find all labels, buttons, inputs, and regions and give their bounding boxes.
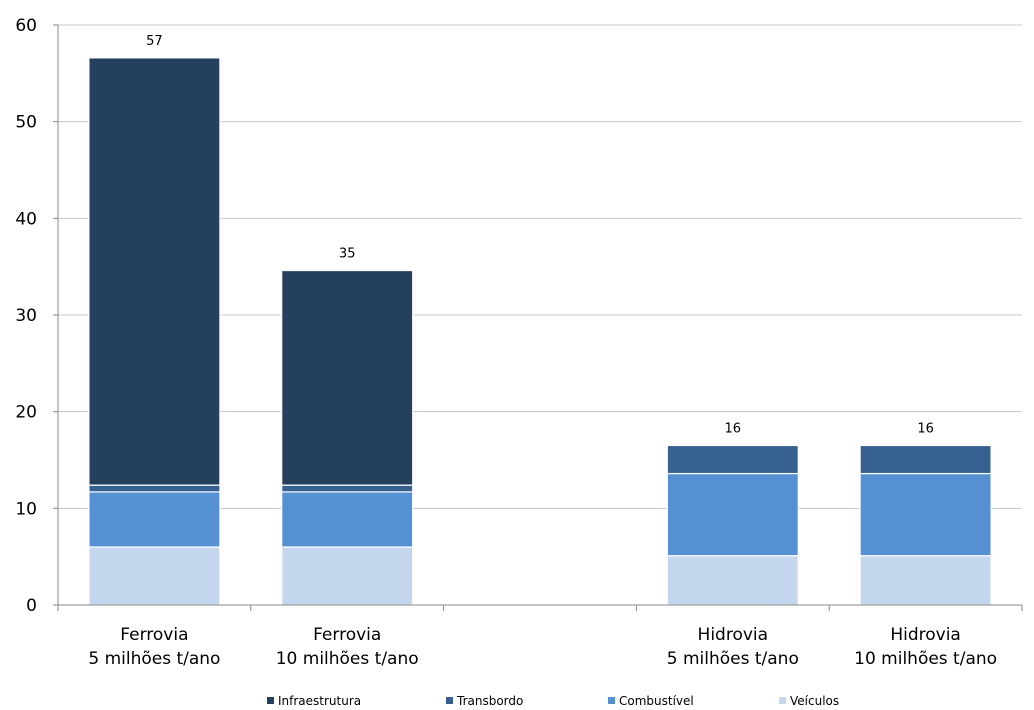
y-tick-label: 20 <box>15 403 37 423</box>
bar-segment <box>666 472 799 557</box>
x-category-label: 5 milhões t/ano <box>667 649 799 669</box>
legend-label: Veículos <box>790 694 839 708</box>
y-tick-label: 50 <box>15 113 37 133</box>
bar-segment <box>666 555 799 606</box>
bar-segment <box>281 491 414 548</box>
x-category-label: 10 milhões t/ano <box>276 649 419 669</box>
y-tick-label: 40 <box>15 209 37 229</box>
x-category-label: 5 milhões t/ano <box>88 649 220 669</box>
x-category-label: Ferrovia <box>313 625 381 645</box>
x-category-label: Hidrovia <box>698 625 769 645</box>
bar-segment <box>88 491 221 548</box>
data-label: 16 <box>725 422 742 437</box>
legend-label: Transbordo <box>456 694 523 708</box>
x-category-label: Hidrovia <box>890 625 961 645</box>
legend-swatch <box>267 697 274 704</box>
data-label: 16 <box>917 422 934 437</box>
legend-swatch <box>779 697 786 704</box>
bar-segment <box>859 472 992 557</box>
bar-segment <box>281 546 414 606</box>
bars <box>88 57 992 606</box>
x-category-label: Ferrovia <box>120 625 188 645</box>
y-axis-ticks: 0 10 20 30 40 50 60 <box>15 16 58 616</box>
legend-swatch <box>608 697 615 704</box>
y-tick-label: 0 <box>26 596 37 616</box>
bar-segment <box>88 484 221 493</box>
bar-segment <box>88 57 221 486</box>
data-label: 35 <box>339 247 356 262</box>
legend: Infraestrutura Transbordo Combustível Veícu… <box>267 694 839 708</box>
legend-label: Infraestrutura <box>278 694 361 708</box>
y-tick-label: 10 <box>15 499 37 519</box>
y-tick-label: 60 <box>15 16 37 36</box>
bar-segment <box>88 546 221 606</box>
bar-segment <box>281 269 414 486</box>
bar-segment <box>859 444 992 475</box>
bar-segment <box>281 484 414 493</box>
x-axis-labels: Ferrovia 5 milhões t/ano Ferrovia 10 milhõe… <box>88 625 997 669</box>
legend-swatch <box>446 697 453 704</box>
bar-segment <box>859 555 992 606</box>
axes <box>57 25 1023 611</box>
y-tick-label: 30 <box>15 306 37 326</box>
legend-label: Combustível <box>619 694 694 708</box>
data-labels: 57 35 16 16 <box>146 34 934 437</box>
x-category-label: 10 milhões t/ano <box>854 649 997 669</box>
bar-segment <box>666 444 799 475</box>
data-label: 57 <box>146 34 163 49</box>
